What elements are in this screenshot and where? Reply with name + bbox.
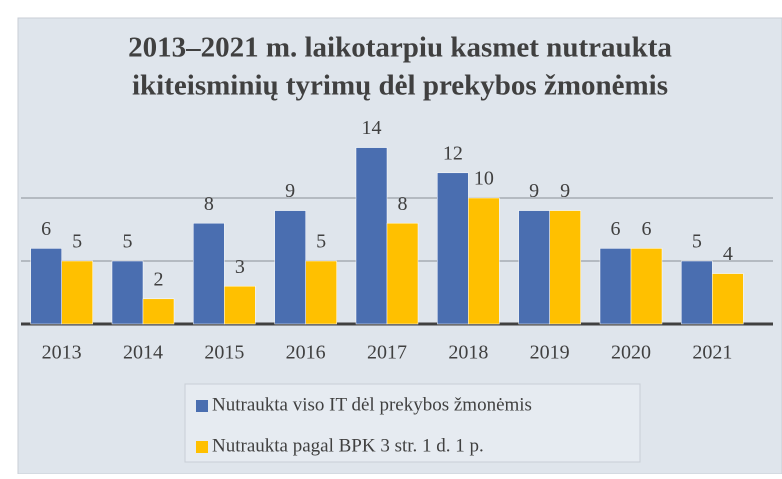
x-tick-label: 2016	[286, 342, 326, 364]
data-label: 6	[41, 218, 51, 240]
data-label: 10	[474, 168, 494, 190]
bar	[630, 248, 663, 325]
data-label: 5	[316, 231, 326, 253]
bar	[599, 248, 632, 325]
bar	[305, 260, 337, 325]
bar	[712, 273, 744, 325]
legend-swatch	[196, 441, 208, 453]
data-label: 6	[642, 218, 652, 240]
legend-swatch	[196, 400, 208, 412]
bar	[681, 260, 713, 325]
bar	[386, 222, 419, 325]
bar	[549, 210, 581, 325]
bar	[30, 248, 62, 325]
data-label: 5	[123, 231, 133, 253]
data-label: 2	[154, 268, 164, 290]
bar	[468, 197, 500, 325]
x-tick-label: 2017	[367, 342, 407, 364]
x-tick-label: 2021	[692, 342, 732, 364]
legend-label: Nutraukta pagal BPK 3 str. 1 d. 1 p.	[212, 435, 484, 456]
bar	[355, 147, 388, 325]
x-tick-label: 2015	[204, 342, 244, 364]
data-label: 8	[398, 193, 408, 215]
data-label: 9	[529, 180, 539, 202]
bar	[111, 260, 144, 325]
bar	[193, 222, 225, 325]
data-label: 5	[72, 231, 82, 253]
bar	[142, 298, 175, 325]
legend-label: Nutraukta viso IT dėl prekybos žmonėmis	[212, 394, 532, 415]
x-tick-label: 2020	[611, 342, 651, 364]
bar	[437, 172, 469, 325]
data-label: 9	[285, 180, 295, 202]
data-label: 8	[204, 193, 214, 215]
data-label: 3	[235, 256, 245, 278]
bar	[518, 210, 550, 325]
x-tick-label: 2014	[123, 342, 163, 364]
data-label: 4	[723, 243, 733, 265]
x-tick-label: 2018	[448, 342, 488, 364]
bar	[274, 210, 306, 325]
data-label: 14	[362, 117, 382, 139]
data-label: 5	[692, 231, 702, 253]
chart-title: ikiteisminių tyrimų dėl prekybos žmonėmi…	[132, 70, 668, 102]
legend-box	[184, 383, 641, 463]
data-label: 9	[560, 180, 570, 202]
bar	[224, 285, 256, 325]
bar	[61, 260, 93, 325]
data-label: 12	[443, 142, 463, 164]
chart-title: 2013–2021 m. laikotarpiu kasmet nutraukt…	[128, 32, 672, 64]
x-tick-label: 2013	[42, 342, 82, 364]
x-tick-label: 2019	[530, 342, 570, 364]
data-label: 6	[611, 218, 621, 240]
